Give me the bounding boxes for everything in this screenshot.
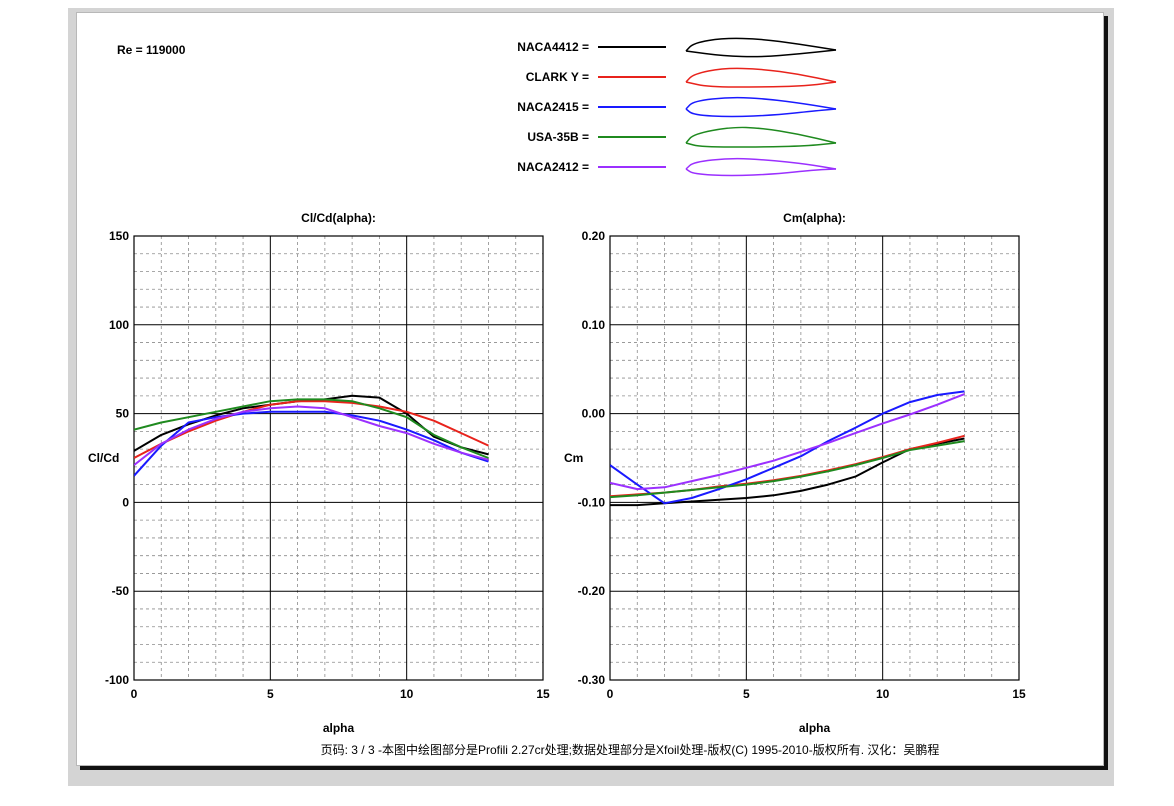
legend-entry: NACA2412 = [517,157,837,177]
y-axis-label: Cl/Cd [88,451,119,465]
airfoil-profile-lower [685,49,837,58]
legend-entry: NACA4412 = [517,37,837,58]
x-axis-label: alpha [799,721,831,735]
x-tick-label: 10 [876,687,890,701]
legend-label: CLARK Y = [526,70,589,84]
cm-chart: -0.30 -0.20 -0.10 0.00 0.10 0.20 0 5 10 15 Cm(alph… [564,211,1026,735]
x-tick-label: 5 [267,687,274,701]
airfoil-profile-upper [685,126,837,144]
airfoil-profile-upper [685,67,837,83]
y-tick-label: -0.10 [578,495,606,509]
series-line-naca4412 [134,394,489,456]
legend: NACA4412 = CLARK Y = NACA2415 = USA-35B = NA… [517,37,837,177]
y-tick-label: 0.00 [582,407,606,421]
series-line-naca2412 [134,405,489,466]
y-tick-label: 50 [116,407,130,421]
legend-entry: CLARK Y = [526,67,837,88]
x-axis-label: alpha [323,721,355,735]
airfoil-profile-upper [685,37,837,52]
series-line-naca2412 [610,393,965,491]
clcd-chart: -100 -50 0 50 100 150 0 5 10 15 Cl/Cd(alpha): alpha… [88,211,550,735]
airfoil-profile-lower [685,142,837,148]
x-tick-label: 0 [131,687,138,701]
airfoil-profile-upper [685,96,837,110]
y-tick-label: 0.10 [582,318,606,332]
y-axis-label: Cm [564,451,583,465]
y-tick-label: -0.30 [578,673,606,687]
series-line-usa-35b [610,440,965,499]
chart-title: Cm(alpha): [783,211,846,225]
footer-text: 页码: 3 / 3 -本图中绘图部分是Profili 2.27cr处理;数据处理… [321,742,940,757]
airfoil-profile-lower [685,168,837,177]
y-tick-label: 100 [109,318,129,332]
x-tick-label: 15 [536,687,550,701]
x-tick-label: 15 [1012,687,1026,701]
airfoil-profile-lower [685,81,837,88]
plot-frame [609,235,1020,681]
airfoil-profile-upper [685,157,837,170]
legend-label: USA-35B = [527,130,589,144]
legend-label: NACA4412 = [517,40,589,54]
y-tick-label: -0.20 [578,584,606,598]
chart-title: Cl/Cd(alpha): [301,211,376,225]
x-tick-label: 10 [400,687,414,701]
y-tick-label: -100 [105,673,129,687]
report-page [76,12,1104,766]
legend-label: NACA2412 = [517,160,589,174]
series-line-clark-y [134,400,489,459]
series-line-naca2415 [134,410,489,477]
reynolds-label: Re = 119000 [117,43,186,57]
y-tick-label: -50 [112,584,130,598]
series-line-naca2415 [610,390,965,505]
airfoil-profile-lower [685,108,837,118]
x-tick-label: 5 [743,687,750,701]
series-line-usa-35b [134,398,489,459]
y-tick-label: 150 [109,229,129,243]
y-tick-label: 0 [122,495,129,509]
legend-entry: USA-35B = [527,126,837,148]
y-tick-label: 0.20 [582,229,606,243]
legend-label: NACA2415 = [517,100,589,114]
x-tick-label: 0 [607,687,614,701]
legend-entry: NACA2415 = [517,96,837,118]
